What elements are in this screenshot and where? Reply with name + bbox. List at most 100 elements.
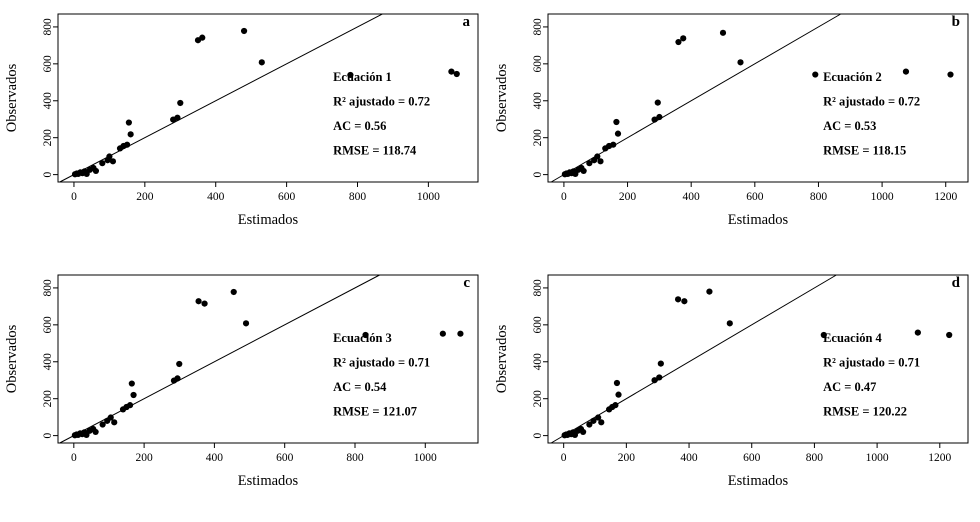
data-point (594, 153, 601, 160)
x-tick-label: 1000 (866, 452, 889, 464)
data-point (107, 414, 114, 421)
data-point (92, 428, 99, 436)
scatter-chart-a: 0 200 400 600 800 1000 0 200 400 600 800 Ecuación 1… (4, 13, 479, 228)
data-point (580, 428, 587, 436)
data-point (595, 414, 602, 421)
data-point (615, 391, 622, 398)
data-point (675, 38, 682, 46)
data-point (580, 167, 587, 175)
data-point (590, 417, 597, 424)
data-point (457, 330, 464, 337)
y-tick-label: 800 (532, 279, 544, 297)
annotation-line: RMSE = 120.22 (823, 404, 907, 418)
data-point (681, 298, 688, 305)
data-point (946, 331, 953, 339)
y-tick-label: 200 (42, 129, 54, 147)
data-point (92, 167, 100, 175)
data-point (258, 59, 265, 66)
plot-box (57, 274, 479, 444)
data-point (812, 71, 819, 78)
annotation-line: RMSE = 121.07 (333, 404, 417, 418)
y-tick-label: 0 (42, 432, 54, 438)
data-point (656, 113, 663, 121)
data-point (106, 153, 113, 160)
x-tick-label: 800 (346, 452, 364, 464)
x-tick-label: 800 (349, 191, 367, 203)
data-point (674, 296, 682, 303)
data-point (656, 374, 663, 381)
data-point (242, 320, 250, 327)
y-tick-label: 400 (532, 353, 544, 371)
data-point (177, 99, 184, 107)
y-tick-label: 0 (532, 171, 544, 177)
data-point (124, 141, 131, 148)
plot-box (547, 274, 969, 444)
x-tick-label: 400 (680, 452, 698, 464)
identity-line (59, 13, 383, 183)
data-point (651, 377, 658, 384)
x-tick-label: 1200 (934, 191, 957, 203)
data-point (230, 288, 237, 296)
scatter-chart-d: 0 200 400 600 800 1000 1200 0 200 400 600 800 Ecuaci… (494, 274, 969, 489)
panel-letter: a (463, 14, 471, 30)
x-tick-label: 0 (71, 191, 77, 203)
panel-letter: d (952, 275, 961, 291)
data-point (737, 59, 744, 66)
data-point (586, 421, 593, 428)
x-tick-label: 1000 (417, 191, 440, 203)
y-tick-label: 200 (532, 129, 544, 147)
data-point (128, 380, 135, 387)
x-tick-label: 600 (278, 191, 296, 203)
data-point (654, 99, 661, 106)
y-tick-label: 600 (42, 55, 54, 73)
annotation-line: Ecuación 4 (823, 331, 882, 345)
y-tick-label: 400 (42, 353, 54, 371)
annotation-line: R² ajustado = 0.71 (823, 356, 920, 370)
scatter-panel-d: 0 200 400 600 800 1000 1200 0 200 400 600 800 Ecuaci… (490, 261, 980, 522)
x-tick-label: 600 (743, 452, 761, 464)
x-tick-label: 1200 (928, 452, 951, 464)
x-tick-label: 200 (619, 191, 637, 203)
data-point (439, 330, 446, 337)
plot-box (57, 13, 479, 183)
x-tick-label: 200 (135, 452, 153, 464)
y-tick-label: 800 (42, 18, 54, 36)
identity-line (550, 13, 841, 183)
annotation-line: R² ajustado = 0.72 (333, 95, 430, 109)
scatter-chart-c: 0 200 400 600 800 1000 0 200 400 600 800 Ecuación 3… (4, 274, 479, 489)
annotation-line: RMSE = 118.15 (823, 143, 906, 157)
y-axis-label: Observados (494, 63, 510, 132)
identity-line (59, 274, 380, 444)
data-point (125, 119, 132, 126)
data-point (174, 375, 181, 382)
data-point (598, 419, 605, 426)
panel-letter: c (463, 275, 470, 291)
annotation-line: R² ajustado = 0.71 (333, 356, 430, 370)
data-point (612, 402, 619, 409)
annotation-line: Ecuación 3 (333, 331, 392, 345)
data-point (199, 34, 206, 41)
y-tick-label: 800 (532, 18, 544, 36)
data-point (127, 131, 134, 138)
y-axis-label: Observados (4, 63, 20, 132)
x-axis-label: Estimados (238, 473, 299, 489)
y-tick-label: 600 (532, 316, 544, 334)
data-point (176, 360, 183, 368)
annotation-line: R² ajustado = 0.72 (823, 95, 920, 109)
data-point (597, 158, 604, 165)
data-point (820, 331, 827, 339)
data-point (613, 379, 621, 387)
x-tick-label: 600 (746, 191, 764, 203)
data-point (706, 288, 713, 295)
data-point (174, 114, 181, 121)
y-tick-label: 200 (42, 390, 54, 408)
y-tick-label: 600 (42, 316, 54, 334)
data-point (195, 298, 202, 305)
data-point (680, 35, 687, 42)
x-tick-label: 400 (683, 191, 701, 203)
data-point (610, 141, 617, 148)
x-tick-label: 600 (276, 452, 294, 464)
annotation-line: AC = 0.54 (333, 380, 387, 394)
y-tick-label: 200 (532, 390, 544, 408)
